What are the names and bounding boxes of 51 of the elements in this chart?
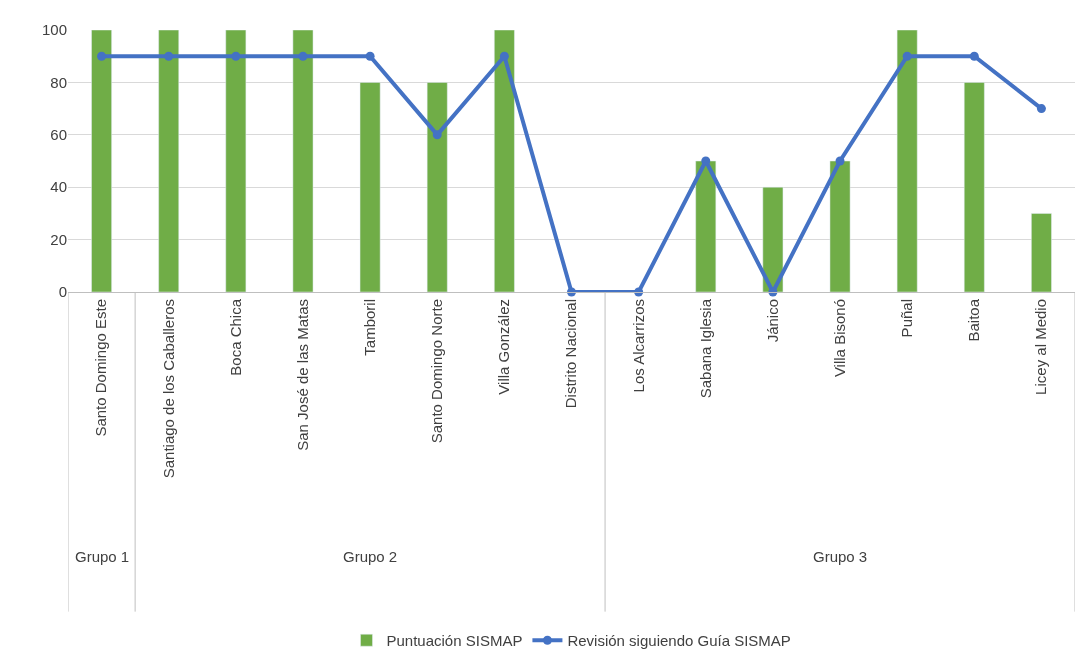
point — [97, 51, 107, 61]
point — [164, 51, 174, 61]
point — [499, 51, 509, 61]
bar — [695, 160, 717, 292]
bar — [494, 30, 515, 292]
x-tick-label: Jánico — [763, 299, 781, 343]
y-tick-label: 60 — [50, 126, 67, 144]
point — [365, 51, 375, 61]
x-tick-label: Boca Chica — [226, 298, 244, 376]
x-tick-label: Licey al Medio — [1032, 299, 1050, 395]
bar — [91, 30, 112, 292]
legend-label: Puntuación SISMAP — [386, 632, 523, 650]
bar — [225, 30, 247, 292]
x-tick-label: Santo Domingo Este — [92, 299, 110, 437]
point — [432, 130, 442, 140]
point — [701, 156, 711, 166]
y-tick-label: 20 — [50, 230, 67, 248]
point — [231, 51, 241, 61]
x-tick-label: Baitoa — [965, 298, 983, 342]
bar — [426, 82, 448, 292]
point — [298, 51, 308, 61]
x-tick-label: Distrito Nacional — [562, 299, 580, 409]
x-tick-label: Villa Bisonó — [830, 299, 848, 378]
x-tick-label: Puñal — [898, 299, 916, 338]
x-tick-label: San José de las Matas — [293, 299, 311, 451]
x-tick-label: Villa González — [495, 299, 513, 395]
y-tick-label: 80 — [50, 73, 67, 91]
y-tick-label: 100 — [41, 21, 67, 39]
bar — [896, 30, 918, 292]
x-tick-label: Santo Domingo Norte — [428, 299, 446, 444]
x-tick-label: Santiago de los Caballeros — [159, 299, 177, 479]
point — [1036, 104, 1046, 114]
y-tick-label: 0 — [58, 283, 67, 301]
text: Grupo 1 — [75, 548, 130, 565]
bar — [963, 82, 985, 292]
bar — [359, 82, 381, 292]
text: Grupo 3 — [813, 548, 868, 565]
legend-label: Revisión siguiendo Guía SISMAP — [567, 632, 791, 650]
bar — [158, 30, 180, 292]
x-tick-label: Los Alcarrizos — [629, 299, 647, 393]
text: Grupo 2 — [343, 548, 398, 565]
bar — [292, 30, 314, 292]
point — [969, 51, 979, 61]
point — [835, 156, 845, 166]
bar — [1031, 213, 1052, 292]
bar — [762, 186, 784, 292]
bar — [829, 160, 851, 292]
x-tick-label: Tamboril — [360, 299, 378, 356]
x-tick-label: Sabana Iglesia — [696, 298, 714, 399]
point — [902, 51, 912, 61]
y-tick-label: 40 — [50, 178, 67, 196]
